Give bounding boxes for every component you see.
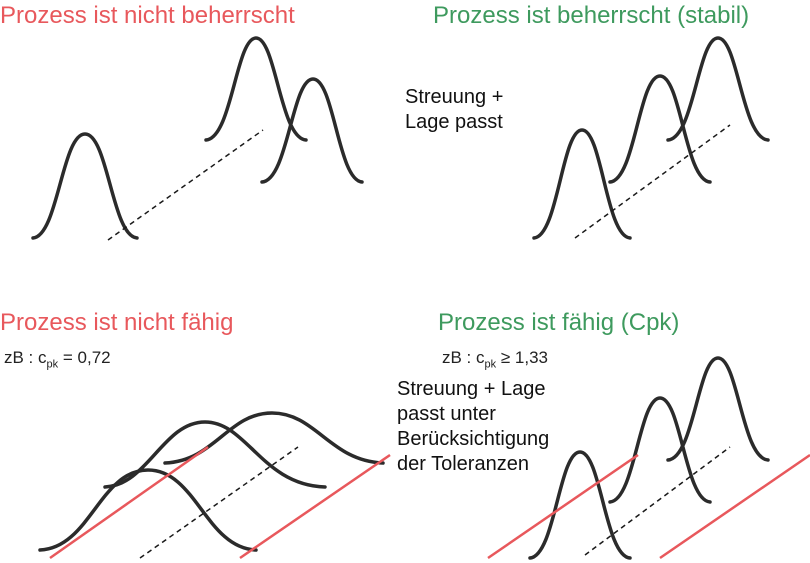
bell-curve xyxy=(666,36,770,142)
title-not-controlled: Prozess ist nicht beherrscht xyxy=(0,2,295,29)
formula-subscript: pk xyxy=(484,358,497,371)
bell-curve xyxy=(204,36,308,142)
dashed-axis xyxy=(584,446,731,556)
formula-prefix: zB : c xyxy=(4,348,47,367)
bell-curve xyxy=(666,356,770,462)
note-capable-line-3: Berücksichtigung xyxy=(397,428,550,450)
bell-curve xyxy=(608,396,712,504)
formula-value: ≥ 1,33 xyxy=(496,348,549,367)
note-capable-line-4: der Toleranzen xyxy=(397,453,529,475)
bell-curve xyxy=(608,74,712,184)
formula-capable: zB : cpk ≥ 1,33 xyxy=(442,349,548,370)
bell-curve xyxy=(532,128,632,240)
formula-prefix: zB : c xyxy=(442,348,485,367)
dashed-axis xyxy=(107,129,264,241)
note-stable: Streuung + Lage passt xyxy=(405,85,503,135)
tolerance-line-upper xyxy=(659,453,810,560)
formula-value: = 0,72 xyxy=(58,348,111,367)
formula-subscript: pk xyxy=(46,358,59,371)
note-stable-line-1: Streuung + xyxy=(405,86,504,108)
dashed-axis xyxy=(574,124,731,239)
bell-curve xyxy=(260,77,364,184)
tolerance-line-lower xyxy=(487,453,639,560)
note-stable-line-2: Lage passt xyxy=(405,111,503,133)
title-controlled-stable: Prozess ist beherrscht (stabil) xyxy=(433,2,750,29)
note-capable-line-2: passt unter xyxy=(397,403,496,425)
tolerance-line-lower xyxy=(49,445,209,560)
title-not-capable: Prozess ist nicht fähig xyxy=(0,309,234,336)
formula-not-capable: zB : cpk = 0,72 xyxy=(4,349,111,370)
bell-curve-wide xyxy=(103,420,327,489)
title-capable: Prozess ist fähig (Cpk) xyxy=(438,309,680,336)
bell-curve xyxy=(31,132,139,240)
tolerance-line-upper xyxy=(239,453,391,560)
bell-curve xyxy=(528,450,632,560)
note-capable: Streuung + Lage passt unter Berücksichti… xyxy=(397,377,549,477)
note-capable-line-1: Streuung + Lage xyxy=(397,378,546,400)
bell-curve-wide xyxy=(38,468,258,552)
